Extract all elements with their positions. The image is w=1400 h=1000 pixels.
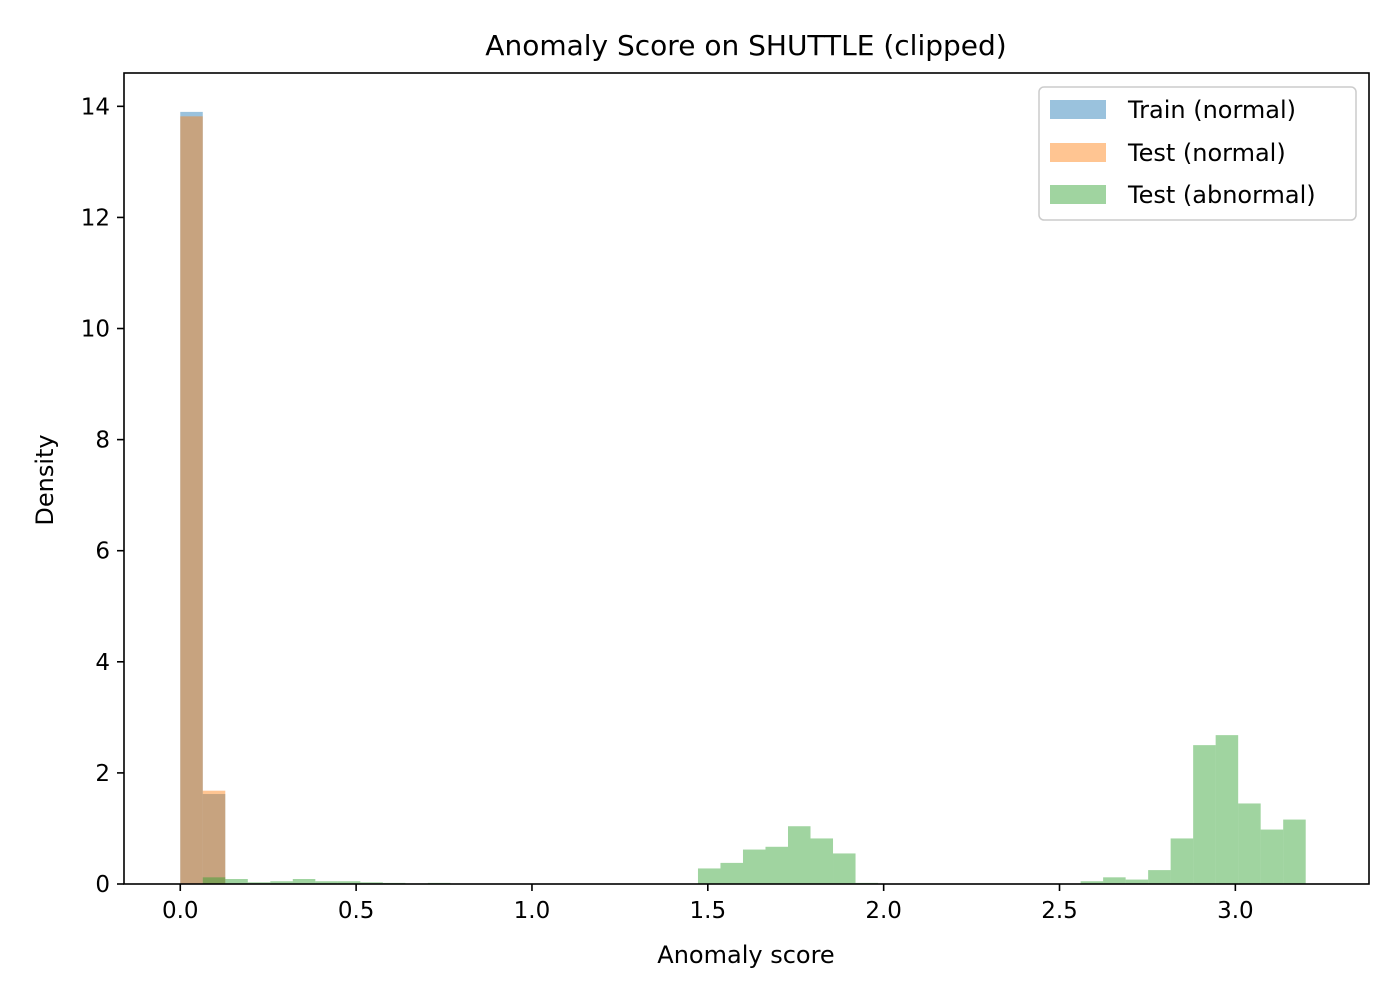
bar-test-abnormal-22 bbox=[1080, 881, 1104, 884]
y-tick-label: 6 bbox=[95, 539, 110, 565]
bar-test-abnormal-3 bbox=[247, 882, 271, 884]
x-axis-label: Anomaly score bbox=[657, 941, 834, 969]
x-tick-label: 3.0 bbox=[1217, 898, 1254, 924]
legend-swatch-test-normal bbox=[1050, 143, 1106, 162]
bar-test-abnormal-28 bbox=[1215, 735, 1239, 884]
bar-test-abnormal-13 bbox=[697, 868, 721, 884]
bar-test-normal-1 bbox=[202, 790, 226, 884]
bar-train-normal-0 bbox=[180, 111, 203, 884]
x-tick-label: 1.0 bbox=[514, 898, 551, 924]
bar-test-abnormal-15 bbox=[742, 849, 766, 884]
bar-test-abnormal-16 bbox=[765, 846, 788, 884]
bar-test-abnormal-27 bbox=[1193, 745, 1216, 884]
bar-test-abnormal-23 bbox=[1103, 877, 1126, 884]
bar-test-abnormal-4 bbox=[270, 881, 293, 884]
legend: Train (normal) Test (normal) Test (abnor… bbox=[1038, 86, 1357, 221]
legend-label-train-normal: Train (normal) bbox=[1127, 96, 1296, 124]
bar-train-normal-1 bbox=[202, 794, 226, 884]
y-tick-label: 2 bbox=[95, 761, 110, 787]
y-tick-label: 14 bbox=[81, 94, 110, 120]
bar-test-abnormal-1 bbox=[202, 877, 226, 884]
bar-test-abnormal-24 bbox=[1125, 879, 1149, 884]
legend-label-test-normal: Test (normal) bbox=[1127, 139, 1286, 167]
legend-swatch-test-abnormal bbox=[1050, 185, 1106, 204]
chart-title: Anomaly Score on SHUTTLE (clipped) bbox=[485, 29, 1006, 62]
x-tick-label: 1.5 bbox=[690, 898, 727, 924]
y-axis-label: Density bbox=[31, 434, 59, 525]
bar-test-abnormal-19 bbox=[833, 853, 856, 884]
bar-test-abnormal-5 bbox=[292, 879, 316, 884]
bar-test-abnormal-26 bbox=[1170, 838, 1194, 884]
bar-test-abnormal-18 bbox=[810, 838, 834, 884]
y-tick-label: 0 bbox=[95, 872, 110, 898]
y-tick-label: 10 bbox=[81, 317, 110, 343]
y-axis-ticks: 0 2 4 6 8 10 12 14 bbox=[81, 94, 124, 898]
bar-test-abnormal-2 bbox=[225, 879, 248, 884]
bar-test-abnormal-31 bbox=[1283, 819, 1306, 884]
x-tick-label: 0.5 bbox=[338, 898, 375, 924]
y-tick-label: 8 bbox=[95, 428, 110, 454]
legend-box bbox=[1038, 86, 1357, 221]
x-tick-label: 2.5 bbox=[1041, 898, 1078, 924]
bar-test-abnormal-25 bbox=[1148, 870, 1171, 884]
bar-test-abnormal-17 bbox=[788, 826, 811, 884]
x-axis-ticks: 0.0 0.5 1.0 1.5 2.0 2.5 3.0 bbox=[162, 884, 1254, 924]
bar-test-abnormal-6 bbox=[315, 881, 338, 884]
bar-test-abnormal-29 bbox=[1238, 803, 1261, 884]
legend-label-test-abnormal: Test (abnormal) bbox=[1127, 181, 1316, 209]
y-tick-label: 4 bbox=[95, 650, 110, 676]
bars-layer bbox=[180, 111, 1306, 884]
x-tick-label: 2.0 bbox=[865, 898, 902, 924]
bar-test-abnormal-8 bbox=[360, 882, 383, 884]
plot-frame bbox=[123, 72, 1370, 885]
legend-swatch-train-normal bbox=[1050, 100, 1106, 119]
bar-test-normal-0 bbox=[180, 116, 203, 884]
y-tick-label: 12 bbox=[81, 205, 110, 231]
x-tick-label: 0.0 bbox=[162, 898, 199, 924]
bar-test-abnormal-7 bbox=[337, 881, 361, 884]
bar-test-abnormal-14 bbox=[720, 862, 743, 884]
bar-test-abnormal-30 bbox=[1260, 829, 1284, 884]
